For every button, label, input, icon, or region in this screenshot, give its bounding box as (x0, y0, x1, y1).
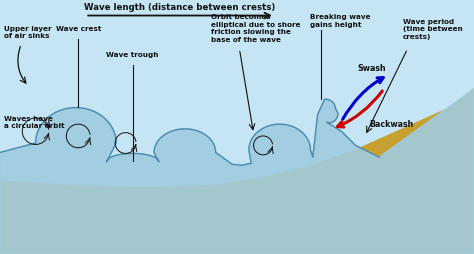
Text: Breaking wave
gains height: Breaking wave gains height (310, 14, 371, 27)
Text: Backwash: Backwash (370, 120, 414, 129)
Text: Wave crest: Wave crest (55, 26, 101, 32)
Text: Upper layer
of air sinks: Upper layer of air sinks (4, 26, 51, 39)
Polygon shape (0, 89, 474, 254)
Text: Wave trough: Wave trough (107, 52, 159, 58)
Text: Wave length (distance between crests): Wave length (distance between crests) (84, 3, 276, 11)
Text: Wave period
(time between
crests): Wave period (time between crests) (403, 19, 463, 40)
Text: Swash: Swash (358, 64, 386, 73)
Polygon shape (0, 89, 474, 254)
Text: Orbit becomes
elliptical due to shore
friction slowing the
base of the wave: Orbit becomes elliptical due to shore fr… (211, 14, 301, 42)
Text: Waves have
a circular orbit: Waves have a circular orbit (4, 115, 64, 128)
